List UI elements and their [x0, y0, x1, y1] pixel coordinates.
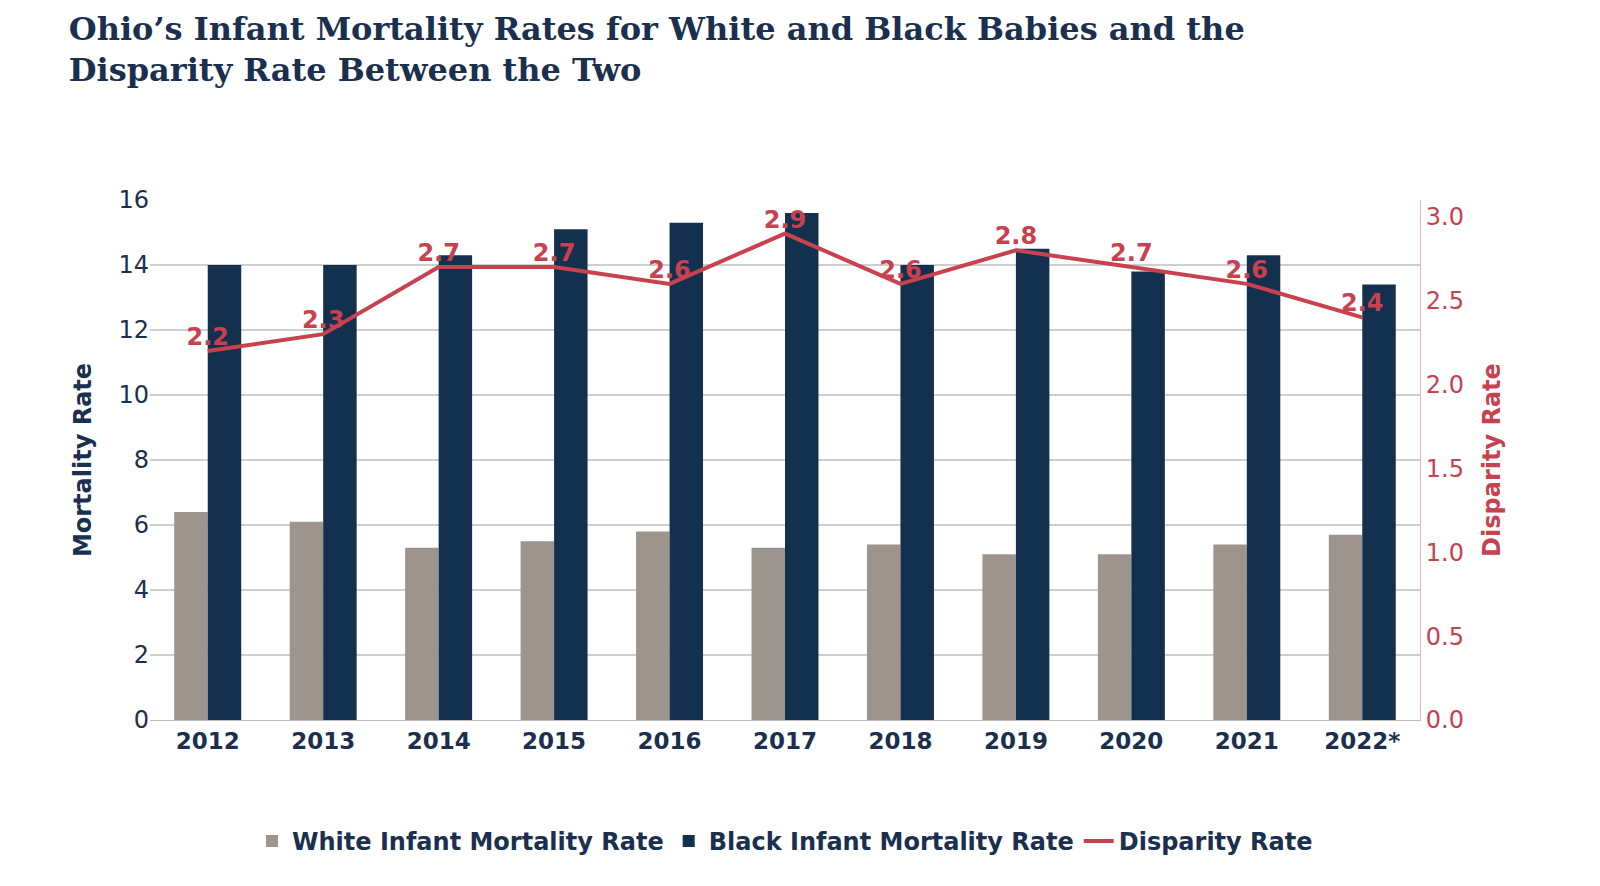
svg-text:2.0: 2.0 [1426, 371, 1464, 399]
svg-text:4: 4 [134, 576, 149, 604]
svg-text:2.4: 2.4 [1341, 289, 1384, 317]
svg-text:3.0: 3.0 [1426, 203, 1464, 231]
svg-text:6: 6 [134, 511, 149, 539]
svg-text:Mortality Rate: Mortality Rate [69, 363, 97, 557]
svg-text:8: 8 [134, 446, 149, 474]
svg-text:2.6: 2.6 [879, 256, 922, 284]
svg-text:0.0: 0.0 [1426, 706, 1464, 734]
svg-text:2022*: 2022* [1324, 728, 1400, 754]
svg-text:14: 14 [118, 251, 149, 279]
svg-text:2016: 2016 [638, 728, 702, 754]
svg-text:2014: 2014 [407, 728, 471, 754]
svg-text:1.0: 1.0 [1426, 539, 1464, 567]
svg-text:White Infant Mortality Rate: White Infant Mortality Rate [292, 828, 664, 856]
svg-text:2.7: 2.7 [533, 239, 576, 267]
svg-text:2021: 2021 [1215, 728, 1279, 754]
svg-text:2.5: 2.5 [1426, 287, 1464, 315]
svg-text:2.7: 2.7 [417, 239, 460, 267]
svg-text:Ohio’s Infant Mortality Rates: Ohio’s Infant Mortality Rates for White … [69, 10, 1245, 90]
svg-text:2.9: 2.9 [764, 206, 807, 234]
svg-text:2019: 2019 [984, 728, 1048, 754]
svg-text:2018: 2018 [868, 728, 932, 754]
svg-text:2020: 2020 [1099, 728, 1163, 754]
svg-text:10: 10 [118, 381, 149, 409]
svg-text:2013: 2013 [291, 728, 355, 754]
svg-text:Disparity Rate: Disparity Rate [1478, 363, 1506, 557]
svg-text:2.6: 2.6 [1226, 256, 1269, 284]
svg-text:2.7: 2.7 [1110, 239, 1153, 267]
svg-text:Disparity Rate: Disparity Rate [1119, 828, 1313, 856]
svg-text:2017: 2017 [753, 728, 817, 754]
svg-text:12: 12 [118, 316, 149, 344]
svg-text:2015: 2015 [522, 728, 586, 754]
svg-text:16: 16 [118, 186, 149, 214]
svg-text:2.8: 2.8 [995, 222, 1038, 250]
svg-text:0.5: 0.5 [1426, 623, 1464, 651]
svg-text:0: 0 [134, 706, 149, 734]
svg-text:2: 2 [134, 641, 149, 669]
svg-text:Black Infant Mortality Rate: Black Infant Mortality Rate [709, 828, 1074, 856]
svg-text:2012: 2012 [176, 728, 240, 754]
svg-text:2.3: 2.3 [302, 306, 345, 334]
svg-text:1.5: 1.5 [1426, 455, 1464, 483]
svg-text:2.6: 2.6 [648, 256, 691, 284]
svg-text:2.2: 2.2 [186, 323, 229, 351]
